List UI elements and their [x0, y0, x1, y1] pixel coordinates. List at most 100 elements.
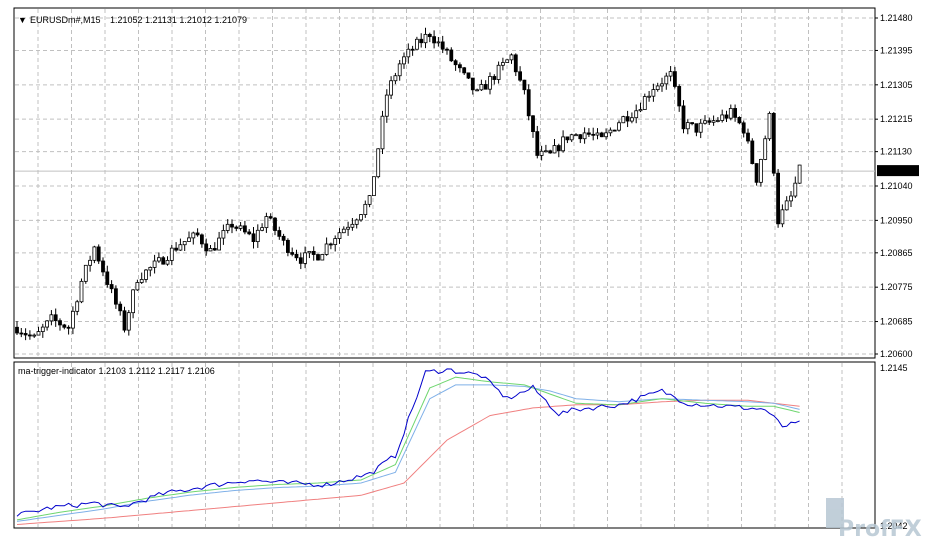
candle-body: [307, 250, 312, 254]
candle-body: [664, 75, 669, 85]
candle-body: [634, 110, 639, 119]
candle-body: [290, 252, 295, 255]
candle-body: [148, 267, 153, 271]
candle-body: [255, 229, 260, 243]
candle-body: [500, 62, 505, 66]
candle-body: [733, 108, 737, 118]
candle-body: [453, 60, 458, 66]
main-header-arrow[interactable]: ▼: [18, 15, 27, 25]
candle-body: [105, 271, 110, 285]
candle-body: [492, 76, 497, 80]
candle-body: [165, 260, 170, 265]
candle-body: [432, 36, 437, 44]
candle-body: [311, 250, 316, 255]
candle-body: [19, 332, 24, 335]
candle-body: [212, 248, 217, 251]
candle-body: [161, 257, 166, 265]
watermark-text: ProfFX: [838, 517, 922, 542]
candle-body: [298, 257, 303, 264]
candle-body: [690, 122, 694, 125]
candle-body: [49, 314, 54, 322]
candle-body: [122, 310, 127, 331]
candle-body: [784, 200, 789, 211]
candle-body: [75, 301, 80, 312]
indicator-grid: [37, 363, 843, 527]
candle-body: [651, 89, 656, 97]
candle-body: [617, 122, 621, 131]
main-y-tick-label: 1.21040: [880, 181, 913, 191]
candle-body: [234, 226, 239, 229]
candle-body: [346, 226, 351, 230]
candle-body: [716, 120, 720, 122]
candle-body: [114, 288, 118, 305]
candle-body: [230, 223, 234, 228]
candle-body: [741, 122, 746, 134]
indicator-y-tick-label: 1.2145: [880, 363, 908, 373]
candle-body: [58, 320, 62, 326]
candle-body: [169, 247, 174, 261]
candle-body: [135, 282, 140, 291]
candle-body: [483, 84, 488, 90]
candle-body: [359, 214, 363, 221]
proffx-logo: ProfFX: [826, 498, 922, 542]
candle-body: [376, 148, 381, 178]
candle-body: [341, 228, 346, 234]
candle-body: [694, 123, 699, 133]
candle-body: [423, 33, 428, 44]
candle-body: [496, 64, 501, 80]
ohlc-label: 1.21052 1.21131 1.21012 1.21079: [110, 15, 247, 25]
candle-body: [724, 114, 729, 119]
candle-body: [402, 56, 406, 65]
main-y-tick-label: 1.20775: [880, 282, 913, 292]
candle-body: [204, 243, 209, 252]
candle-body: [595, 132, 600, 136]
candle-body: [118, 303, 123, 312]
main-y-tick-label: 1.21305: [880, 80, 913, 90]
candle-body: [440, 41, 445, 50]
candle-body: [655, 85, 660, 91]
candle-body: [445, 48, 449, 51]
main-y-axis: 1.21480 1.21395 1.21305 1.21215 1.21130 1.210…: [875, 13, 913, 359]
current-price-tag: [877, 165, 919, 177]
candle-body: [277, 230, 282, 237]
indicator-header: ma-trigger-indicator 1.2103 1.2112 1.211…: [18, 366, 215, 376]
indicator-line-2: [16, 376, 800, 521]
main-y-tick-label: 1.20865: [880, 248, 913, 258]
candle-body: [479, 84, 484, 91]
candle-body: [337, 232, 342, 239]
candle-body: [750, 140, 755, 164]
candle-body: [488, 76, 492, 90]
indicator-line-4: [16, 399, 800, 525]
candle-body: [83, 264, 88, 282]
candle-body: [187, 237, 191, 242]
candle-body: [698, 122, 703, 133]
candle-body: [767, 112, 772, 140]
candle-body: [251, 233, 256, 243]
candlestick-series: [15, 27, 802, 341]
candle-body: [548, 150, 553, 154]
candle-body: [363, 203, 368, 215]
main-y-tick-label: 1.20685: [880, 317, 913, 327]
candle-body: [746, 132, 750, 142]
candle-body: [384, 94, 389, 117]
candle-body: [199, 234, 204, 245]
candle-body: [677, 86, 682, 107]
candle-body: [789, 195, 793, 202]
candle-body: [139, 279, 144, 283]
candle-body: [410, 48, 415, 51]
candle-body: [681, 105, 686, 130]
candle-body: [225, 223, 230, 231]
candle-body: [763, 138, 768, 160]
candle-body: [36, 331, 41, 336]
candle-body: [174, 247, 179, 251]
candle-body: [316, 254, 320, 261]
candle-body: [711, 120, 716, 123]
candle-body: [217, 237, 222, 251]
main-grid: [15, 9, 874, 357]
candle-body: [793, 182, 798, 197]
indicator-panel-frame: [13, 361, 876, 529]
candle-body: [406, 48, 411, 58]
symbol-label: EURUSDm#,M15: [30, 15, 101, 25]
candle-body: [208, 248, 213, 252]
